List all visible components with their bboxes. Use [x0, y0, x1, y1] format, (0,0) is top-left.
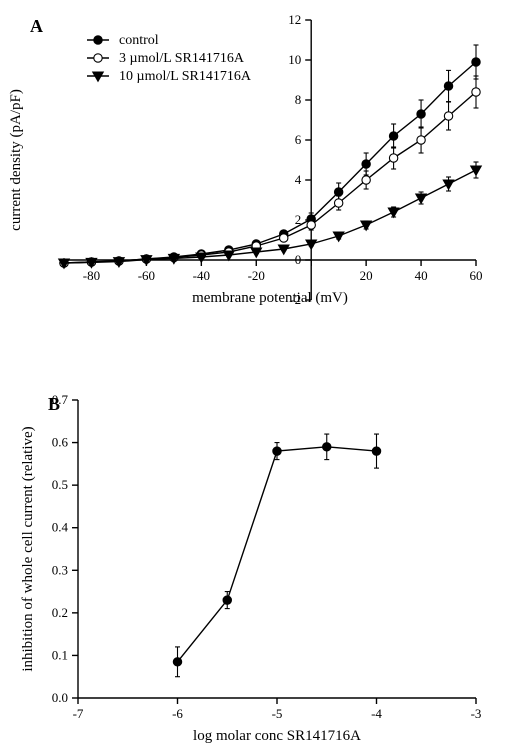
svg-text:log molar conc SR141716A: log molar conc SR141716A: [193, 728, 361, 744]
svg-text:0.6: 0.6: [52, 435, 69, 450]
panel-b-chart: -7-6-5-4-30.00.10.20.30.40.50.60.7log mo…: [0, 0, 516, 756]
svg-text:0.5: 0.5: [52, 477, 68, 492]
svg-text:0.4: 0.4: [52, 520, 69, 535]
svg-text:-6: -6: [172, 706, 183, 721]
svg-text:-7: -7: [73, 706, 84, 721]
svg-text:0.1: 0.1: [52, 647, 68, 662]
svg-text:0.2: 0.2: [52, 605, 68, 620]
svg-text:B: B: [48, 394, 60, 414]
svg-text:-4: -4: [371, 706, 382, 721]
svg-text:inhibition of whole cell curre: inhibition of whole cell current (relati…: [20, 426, 36, 671]
svg-text:0.3: 0.3: [52, 562, 68, 577]
svg-text:0.0: 0.0: [52, 690, 68, 705]
svg-text:-5: -5: [272, 706, 283, 721]
svg-text:-3: -3: [471, 706, 482, 721]
